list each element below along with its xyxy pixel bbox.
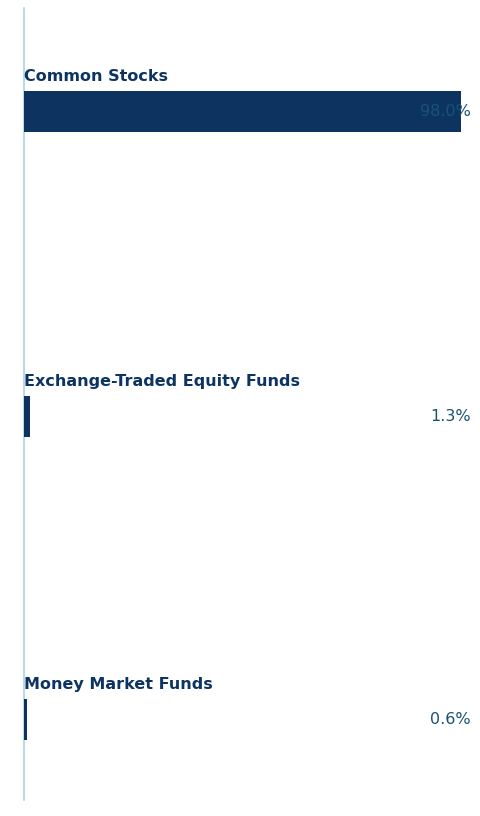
Text: 1.3%: 1.3%: [430, 409, 470, 424]
Text: Exchange-Traded Equity Funds: Exchange-Traded Equity Funds: [24, 374, 300, 389]
Bar: [24, 698, 27, 740]
Text: 98.0%: 98.0%: [420, 104, 470, 119]
Text: 0.6%: 0.6%: [430, 712, 470, 727]
Text: Common Stocks: Common Stocks: [24, 69, 168, 84]
Bar: [24, 91, 461, 132]
Bar: [24, 396, 30, 437]
Text: Money Market Funds: Money Market Funds: [24, 676, 213, 692]
